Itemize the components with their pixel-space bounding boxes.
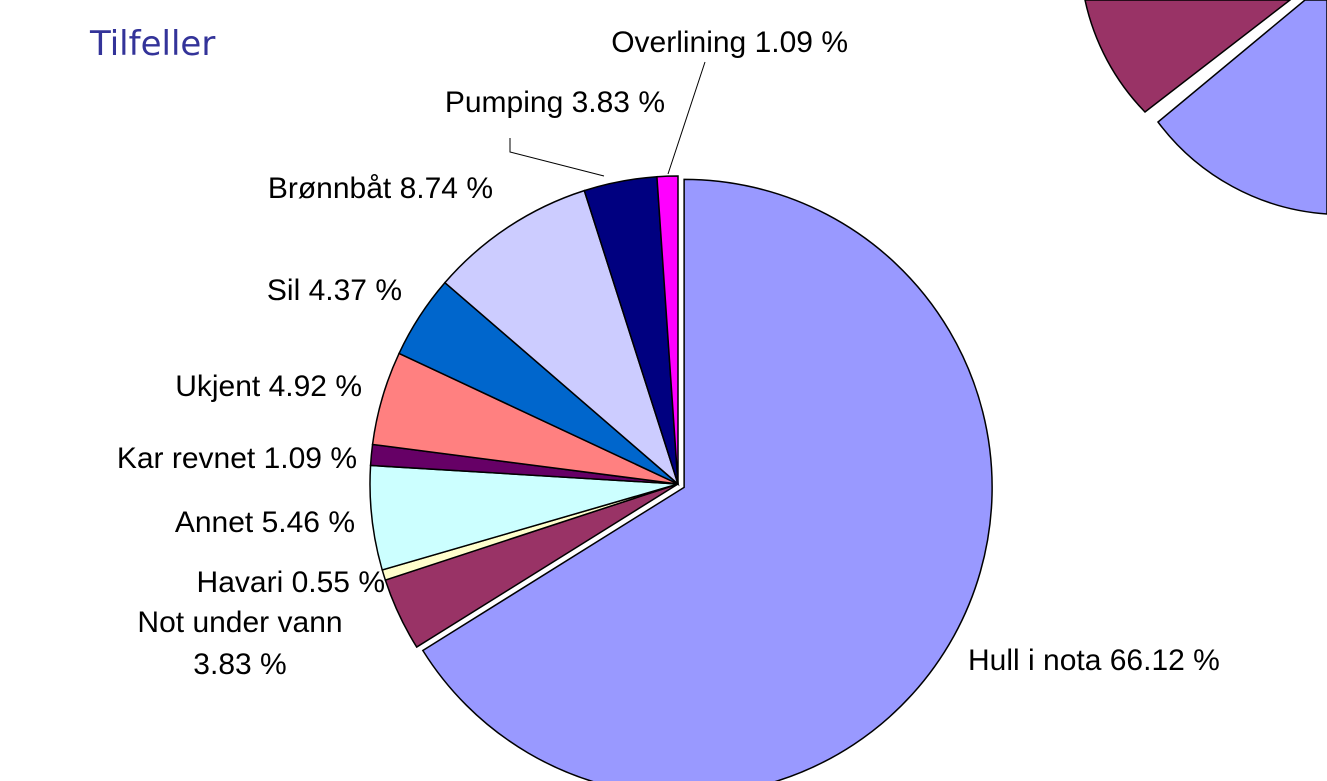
slice-label-value: 1.09 % <box>264 442 357 475</box>
slice-label-value: 4.92 % <box>269 370 362 403</box>
slice-label: Brønnbåt 8.74 % <box>268 172 493 205</box>
slice-label-name: Pumping <box>445 86 563 119</box>
slice-label-name: Ukjent <box>175 370 261 403</box>
slice-label-name: Overlining <box>611 26 746 59</box>
slice-label-value: 0.55 % <box>292 566 385 599</box>
slice-label-value: 3.83 % <box>572 86 665 119</box>
slice-label-value: 1.09 % <box>755 26 848 59</box>
slice-label: Kar revnet 1.09 % <box>117 442 357 475</box>
leader-line <box>667 61 706 175</box>
slice-label-value: 4.37 % <box>309 274 402 307</box>
slice-label: Sil 4.37 % <box>267 274 402 307</box>
slice-label: Pumping 3.83 % <box>445 86 665 119</box>
slice-label-value: 3.83 % <box>193 648 286 681</box>
slice-label: Ukjent 4.92 % <box>175 370 362 403</box>
slice-label: Havari 0.55 % <box>197 566 385 599</box>
slice-label-value: 5.46 % <box>262 506 355 539</box>
slice-label-name: Kar revnet <box>117 442 256 475</box>
pie-slice <box>421 178 993 781</box>
pie-slice <box>443 189 680 487</box>
slice-label-name: Annet <box>175 506 254 539</box>
pie-slice <box>656 175 679 485</box>
slice-label: Not under vann 3.83 % <box>137 606 342 681</box>
slice-label-name: Sil <box>267 274 300 307</box>
slice-label-value: 66.12 % <box>1110 644 1220 677</box>
slice-label: Overlining 1.09 % <box>611 26 848 59</box>
slice-label-name: Not under vann <box>137 606 342 639</box>
slice-label: Hull i nota 66.12 % <box>968 644 1220 677</box>
slice-label-value: 8.74 % <box>400 172 493 205</box>
chart-title: Tilfeller <box>89 24 215 64</box>
partial-pie-slice <box>1084 0 1292 114</box>
slice-label-name: Hull i nota <box>968 644 1102 677</box>
slice-label: Annet 5.46 % <box>175 506 355 539</box>
leader-line <box>509 138 605 177</box>
slice-label-name: Havari <box>197 566 284 599</box>
slice-label-name: Brønnbåt <box>268 172 392 205</box>
partial-pie-slice <box>1156 0 1327 215</box>
